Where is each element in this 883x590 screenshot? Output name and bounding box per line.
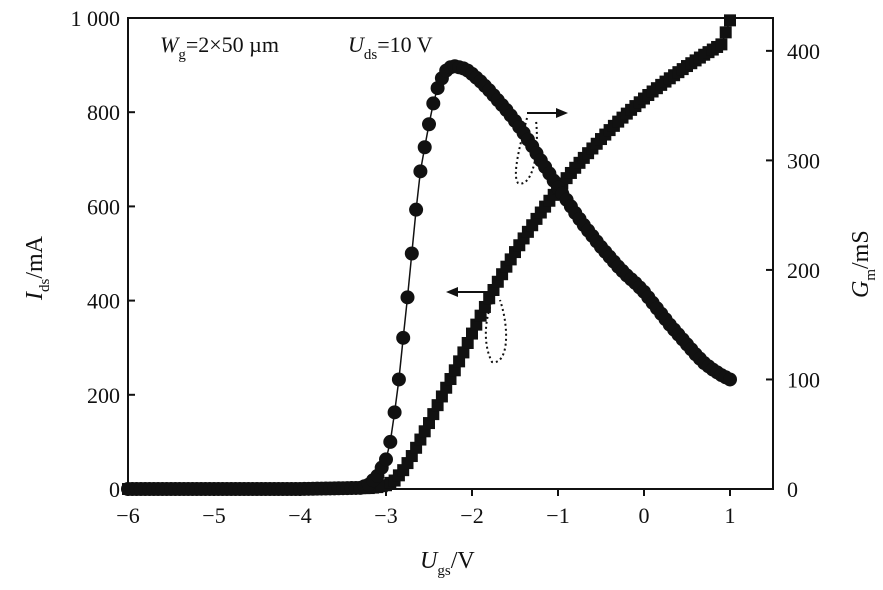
ids-data-point (719, 26, 732, 39)
gm-series-indicator (514, 108, 568, 185)
plot-frame (127, 17, 774, 490)
gm-data-point (379, 452, 393, 467)
x-tick-label: −5 (202, 503, 225, 528)
gm-data-point (387, 405, 402, 420)
gm-data-point (404, 246, 419, 261)
y-left-tick-label: 400 (87, 289, 120, 314)
drain-voltage-annotation: Uds=10 V (348, 32, 433, 63)
y-right-tick-label: 100 (787, 367, 820, 392)
x-tick-label: −4 (288, 503, 311, 528)
y-left-tick-label: 1 000 (71, 6, 121, 31)
series-left-square (122, 14, 736, 495)
y-left-tick-label: 800 (87, 100, 120, 125)
gm-data-point (426, 96, 441, 111)
gm-data-point (409, 202, 424, 217)
ids-indicator-arrow-head (446, 287, 458, 297)
series-right-circle (121, 59, 737, 496)
ids-data-point (461, 336, 474, 349)
gm-data-point (383, 434, 398, 449)
y-axis-left-ticks: 0 200 400 600 800 1 000 (71, 6, 135, 502)
x-tick-label: −1 (546, 503, 569, 528)
x-tick-label: −3 (374, 503, 397, 528)
gm-data-point (400, 290, 415, 305)
y-right-tick-label: 200 (787, 258, 820, 283)
gate-width-annotation: Wg=2×50 µm (160, 32, 279, 63)
ids-data-point (715, 38, 728, 51)
y-axis-right-title: Gm/mS (848, 230, 879, 298)
x-tick-label: −6 (116, 503, 139, 528)
gm-indicator-arrow-head (556, 108, 568, 118)
x-axis-ticks: −6 −5 −4 −3 −2 −1 0 1 (116, 489, 736, 528)
gm-data-point (422, 117, 436, 132)
x-axis-title: Ugs/V (420, 548, 475, 579)
gm-data-point (391, 372, 406, 387)
x-tick-label: 1 (725, 503, 736, 528)
y-axis-right-ticks: 0 100 200 300 400 (766, 39, 820, 502)
ids-data-point (457, 346, 470, 359)
gm-data-point (417, 140, 432, 155)
x-tick-label: 0 (639, 503, 650, 528)
x-tick-label: −2 (460, 503, 483, 528)
y-left-tick-label: 0 (109, 477, 120, 502)
y-right-tick-label: 400 (787, 39, 820, 64)
y-axis-left-title: Ids/mA (22, 235, 53, 301)
ids-indicator-loop (484, 297, 508, 364)
gm-data-point (413, 164, 428, 179)
y-right-tick-label: 0 (787, 477, 798, 502)
ids-data-point (724, 14, 736, 27)
gm-data-point (396, 330, 411, 345)
series-layer (121, 14, 737, 496)
gm-data-point (723, 372, 737, 387)
y-right-tick-label: 300 (787, 148, 820, 173)
y-left-tick-label: 600 (87, 194, 120, 219)
y-left-tick-label: 200 (87, 383, 120, 408)
gm-indicator-loop (514, 117, 538, 185)
